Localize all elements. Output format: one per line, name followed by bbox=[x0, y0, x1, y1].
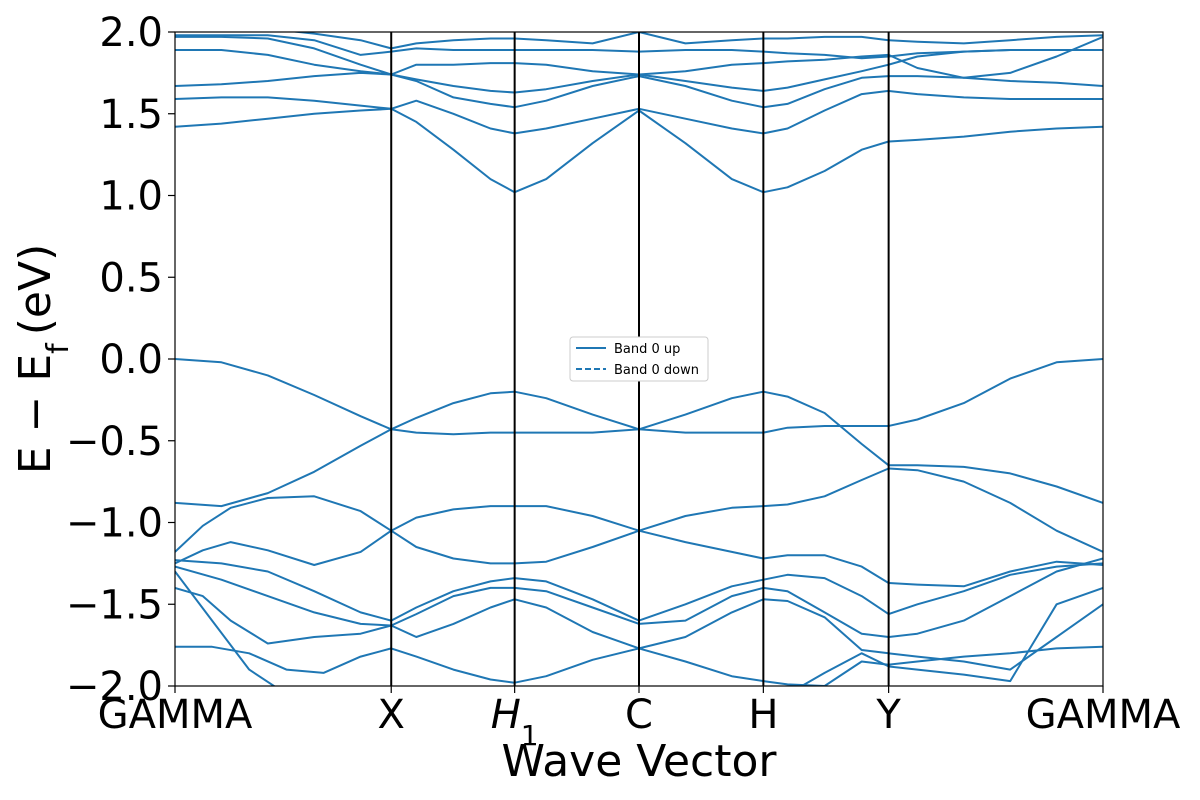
band-line-15 bbox=[289, 32, 1103, 50]
x-tick-label-0: GAMMA bbox=[98, 692, 253, 738]
legend: Band 0 up Band 0 down bbox=[569, 336, 709, 382]
y-tick-label-7: 1.5 bbox=[99, 92, 163, 138]
band-line-8 bbox=[175, 570, 1103, 686]
y-tick-label-5: 0.5 bbox=[99, 255, 163, 301]
y-tick-label-0: −2.0 bbox=[66, 664, 163, 710]
y-tick-label-4: 0.0 bbox=[99, 337, 163, 383]
legend-label-down: Band 0 down bbox=[614, 363, 699, 378]
y-axis-title: E − Ef (eV) bbox=[10, 244, 76, 475]
y-tick-label-1: −1.5 bbox=[66, 582, 163, 628]
x-ticks: GAMMA X H1 C H Y GAMMA bbox=[98, 686, 1181, 752]
x-axis-title: Wave Vector bbox=[502, 736, 778, 787]
y-tick-label-3: −0.5 bbox=[66, 419, 163, 465]
legend-label-up: Band 0 up bbox=[614, 342, 680, 357]
band-line-3 bbox=[175, 529, 1103, 588]
band-line-2 bbox=[175, 467, 1103, 553]
y-tick-label-8: 2.0 bbox=[99, 10, 163, 56]
y-tick-label-2: −1.0 bbox=[66, 501, 163, 547]
x-tick-label-1: X bbox=[378, 692, 405, 738]
y-axis-title-sub: f bbox=[41, 342, 76, 354]
band-line-7 bbox=[175, 645, 1103, 686]
x-tick-label-6: GAMMA bbox=[1026, 692, 1181, 738]
y-axis-title-main: E − E bbox=[10, 354, 61, 474]
x-tick-label-5: Y bbox=[875, 692, 901, 738]
x-tick-label-4: H bbox=[748, 692, 778, 738]
x-tick-label-2: H1 bbox=[491, 692, 539, 752]
x-tick-label-3: C bbox=[625, 692, 653, 738]
band-line-6 bbox=[175, 586, 1103, 671]
y-axis-title-unit: (eV) bbox=[10, 244, 61, 336]
y-tick-label-6: 1.0 bbox=[99, 174, 163, 220]
y-ticks: −2.0 −1.5 −1.0 −0.5 0.0 0.5 1.0 1.5 2.0 bbox=[66, 10, 175, 710]
